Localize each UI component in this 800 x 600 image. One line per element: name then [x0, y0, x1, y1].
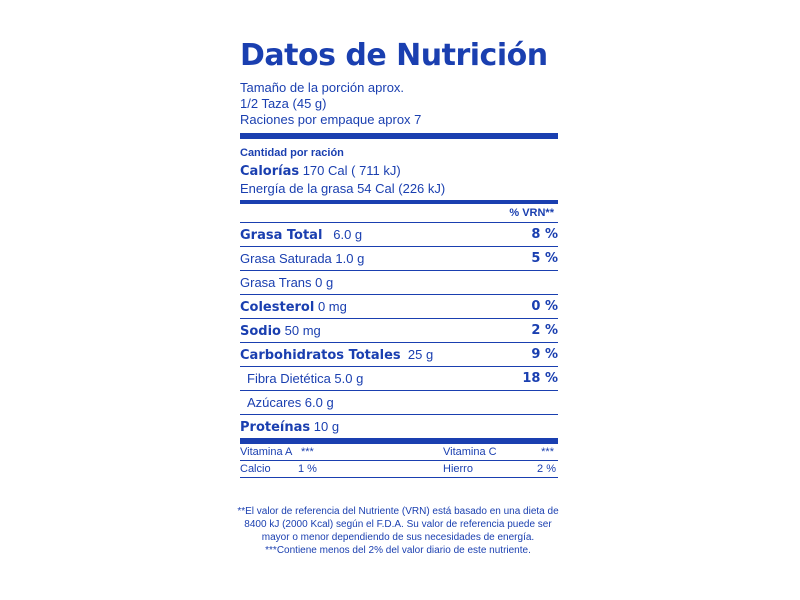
- nutrient-label: Sodio: [240, 324, 281, 339]
- vitamin-label: Hierro: [443, 463, 473, 475]
- divider-line: [240, 390, 558, 391]
- nutrient-amount: 6.0 g: [333, 227, 363, 242]
- nutrient-label: Proteínas: [240, 420, 311, 435]
- vitamin-value: ***: [301, 446, 314, 458]
- calories-value: 170 Cal ( 711 kJ): [302, 163, 401, 178]
- vitamin-label: Vitamina C: [443, 446, 497, 458]
- vitamin-row: Vitamina A *** Vitamina C ***: [240, 444, 558, 460]
- nutrient-row-sodium: Sodio 50 mg 2 %: [240, 319, 558, 342]
- vitamin-value: ***: [541, 446, 554, 458]
- divider-line: [240, 414, 558, 415]
- vrn-header: % VRN**: [509, 207, 554, 219]
- calories-block: Calorías 170 Cal ( 711 kJ) Energía de la…: [240, 162, 558, 200]
- nutrient-label: Colesterol: [240, 300, 315, 315]
- nutrient-label: Grasa Trans 0 g: [240, 275, 334, 290]
- divider-thick: [240, 438, 558, 444]
- amount-per-serving: Cantidad por ración: [240, 147, 344, 159]
- vitamin-value: 2 %: [537, 463, 556, 475]
- divider-line: [240, 477, 558, 478]
- nutrient-amount: 10 g: [313, 419, 340, 434]
- divider-line: [240, 318, 558, 319]
- nutrient-percent: 8 %: [531, 227, 558, 242]
- nutrient-label: Azúcares 6.0 g: [247, 395, 334, 410]
- nutrient-row-carbohydrates: Carbohidratos Totales 25 g 9 %: [240, 343, 558, 366]
- divider-line: [240, 294, 558, 295]
- nutrient-row-fiber: Fibra Dietética 5.0 g 18 %: [240, 367, 558, 390]
- footnote-line: **El valor de referencia del Nutriente (…: [237, 506, 559, 517]
- divider-line: [240, 270, 558, 271]
- footnote-line: 8400 kJ (2000 Kcal) según el F.D.A. Su v…: [244, 519, 552, 530]
- nutrient-amount: 25 g: [407, 347, 434, 362]
- divider-line: [240, 222, 558, 223]
- calories-label: Calorías: [240, 164, 300, 179]
- nutrient-row-protein: Proteínas 10 g: [240, 415, 558, 438]
- nutrient-row-total-fat: Grasa Total 6.0 g 8 %: [240, 223, 558, 246]
- divider-line: [240, 460, 558, 461]
- footnote-line: mayor o menor dependiendo de sus necesid…: [261, 532, 535, 543]
- nutrient-label: Fibra Dietética 5.0 g: [247, 371, 364, 386]
- nutrient-row-saturated-fat: Grasa Saturada 1.0 g 5 %: [240, 247, 558, 270]
- nutrition-title: Datos de Nutrición: [240, 38, 548, 73]
- nutrient-percent: 0 %: [531, 299, 558, 314]
- nutrient-row-sugars: Azúcares 6.0 g: [240, 391, 558, 414]
- nutrient-percent: 18 %: [522, 371, 558, 386]
- nutrient-label: Carbohidratos Totales: [240, 348, 401, 363]
- divider-line: [240, 366, 558, 367]
- footnote-line: ***Contiene menos del 2% del valor diari…: [265, 545, 531, 556]
- serving-info: Tamaño de la porción aprox. 1/2 Taza (45…: [240, 80, 558, 128]
- vitamin-label: Calcio: [240, 463, 271, 475]
- vitamin-label: Vitamina A: [240, 446, 293, 458]
- nutrient-percent: 2 %: [531, 323, 558, 338]
- nutrient-percent: 9 %: [531, 347, 558, 362]
- nutrient-row-trans-fat: Grasa Trans 0 g: [240, 271, 558, 294]
- divider-thick: [240, 133, 558, 139]
- vitamin-value: 1 %: [298, 463, 317, 475]
- serving-size-label: Tamaño de la porción aprox.: [240, 80, 405, 95]
- nutrient-percent: 5 %: [531, 251, 558, 266]
- divider-line: [240, 342, 558, 343]
- nutrient-row-cholesterol: Colesterol 0 mg 0 %: [240, 295, 558, 318]
- divider-line: [240, 246, 558, 247]
- nutrient-label: Grasa Total: [240, 228, 323, 243]
- nutrient-amount: 0 mg: [317, 299, 347, 314]
- serving-size-value: 1/2 Taza (45 g): [240, 96, 327, 111]
- vitamin-row: Calcio 1 % Hierro 2 %: [240, 461, 558, 477]
- divider-medium: [240, 200, 558, 204]
- nutrient-amount: 50 mg: [284, 323, 321, 338]
- fat-energy: Energía de la grasa 54 Cal (226 kJ): [240, 181, 446, 196]
- servings-per-container: Raciones por empaque aprox 7: [240, 112, 422, 127]
- footnotes: **El valor de referencia del Nutriente (…: [232, 505, 564, 557]
- nutrient-label: Grasa Saturada 1.0 g: [240, 251, 365, 266]
- nutrition-facts-panel: Datos de Nutrición Tamaño de la porción …: [240, 38, 558, 478]
